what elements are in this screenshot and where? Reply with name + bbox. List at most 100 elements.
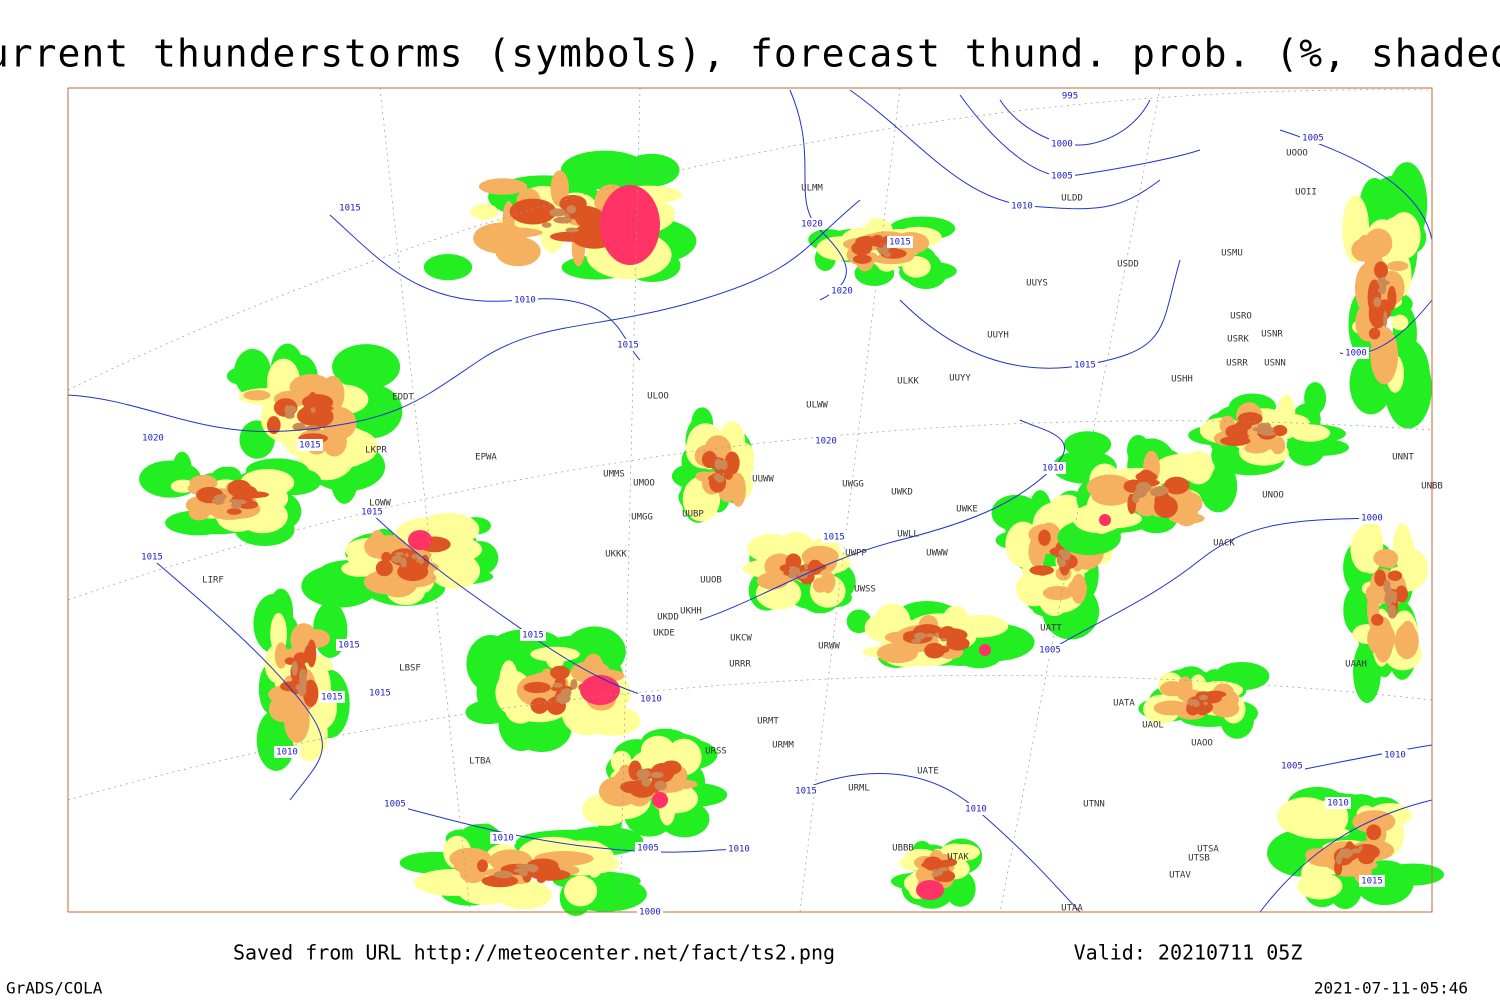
shade: [1163, 476, 1190, 495]
shade: [1352, 810, 1396, 834]
station-code: UKDE: [653, 629, 675, 639]
isobar-label-box: [1359, 875, 1385, 887]
shade: [549, 231, 594, 242]
shade: [924, 633, 935, 638]
shade: [715, 475, 725, 483]
shade: [623, 153, 680, 187]
station-code: UNOO: [1262, 491, 1284, 501]
shade: [1338, 848, 1353, 859]
station-code: URMT: [757, 717, 779, 727]
station-code: UTAK: [947, 853, 969, 863]
station-code: UMMS: [603, 470, 625, 480]
isobar-label-box: [638, 693, 664, 705]
shade: [1132, 492, 1140, 504]
isobar-label-box: [1040, 462, 1066, 474]
shade: [552, 682, 563, 688]
shade: [756, 572, 789, 590]
isobar-label-box: [887, 236, 913, 248]
shade: [730, 472, 746, 507]
shade: [1204, 690, 1227, 698]
isobar-label: 1015: [617, 341, 639, 351]
storm-symbol: [600, 185, 660, 265]
station-code: UWPP: [845, 549, 867, 559]
isobar-label-box: [512, 294, 538, 306]
isobar-label: 1015: [1361, 877, 1383, 887]
station-code: USRO: [1230, 312, 1252, 322]
isobar-label: 1005: [1281, 762, 1303, 772]
shade: [1203, 701, 1208, 706]
shade: [788, 566, 801, 576]
storm-symbol: [652, 792, 668, 808]
shade: [1350, 526, 1382, 573]
shade: [701, 451, 718, 468]
station-code: UTSB: [1188, 854, 1210, 864]
shade: [1058, 549, 1071, 557]
shade: [291, 660, 298, 676]
shade: [1136, 481, 1152, 493]
isobar-label: 1000: [639, 908, 661, 918]
station-code: ULDD: [1061, 194, 1083, 204]
station-code: URML: [848, 784, 870, 794]
shade: [292, 422, 306, 432]
shade: [549, 208, 567, 217]
isobar-label-box: [274, 746, 300, 758]
shade: [332, 344, 401, 390]
isobar-label: 1015: [299, 441, 321, 451]
shade: [530, 697, 549, 714]
shade: [1155, 453, 1215, 481]
isobar-label: 1005: [1302, 134, 1324, 144]
station-code: EPWA: [475, 453, 497, 463]
shade: [641, 777, 652, 787]
isobar-label: 1005: [1051, 172, 1073, 182]
shade: [1174, 504, 1199, 527]
isobar-label-box: [1279, 760, 1305, 772]
isobar-label-box: [1049, 170, 1075, 182]
shade: [566, 205, 577, 214]
shade: [654, 780, 668, 791]
shade: [1159, 681, 1186, 697]
shade: [1387, 570, 1403, 581]
shade: [785, 553, 802, 571]
station-code: UATE: [917, 767, 939, 777]
isobar-label: 1015: [369, 689, 391, 699]
shade: [1373, 296, 1382, 308]
station-code: USRR: [1226, 359, 1248, 369]
station-code: ULMM: [801, 184, 823, 194]
shade: [530, 869, 571, 881]
isobar-label-box: [1382, 749, 1408, 761]
station-code: UTAV: [1169, 871, 1191, 881]
shade: [400, 557, 407, 568]
station-code: UMOO: [633, 479, 655, 489]
shade: [1351, 848, 1362, 854]
shade: [734, 442, 755, 472]
isobar-label: 1010: [1384, 751, 1406, 761]
shade: [518, 870, 528, 877]
shade: [1270, 436, 1286, 455]
shade: [1387, 285, 1397, 311]
station-code: UATT: [1040, 624, 1062, 634]
shade: [1150, 487, 1165, 497]
isobar-label: 1015: [889, 238, 911, 248]
shade: [307, 392, 319, 418]
shade: [1383, 310, 1388, 328]
isobar-label: 1010: [640, 695, 662, 705]
station-code: URSS: [705, 747, 727, 757]
shade: [1297, 872, 1343, 900]
isobar-label-box: [1049, 138, 1075, 150]
shade: [878, 250, 887, 255]
shade: [213, 494, 225, 501]
storm-symbol: [979, 644, 991, 656]
isobar-label: 1015: [522, 631, 544, 641]
station-code: UWWW: [926, 549, 948, 559]
isobar-label: 1020: [815, 437, 837, 447]
isobar-label: 1000: [1361, 514, 1383, 524]
station-code: UWLL: [897, 530, 919, 540]
station-code: UUYS: [1026, 279, 1048, 289]
isobar-label: 1010: [514, 296, 536, 306]
shade: [481, 874, 519, 888]
station-code: URMM: [772, 741, 794, 751]
shade: [499, 660, 519, 704]
shade: [1368, 327, 1381, 340]
shade: [723, 469, 733, 480]
isobar-label-box: [490, 832, 516, 844]
